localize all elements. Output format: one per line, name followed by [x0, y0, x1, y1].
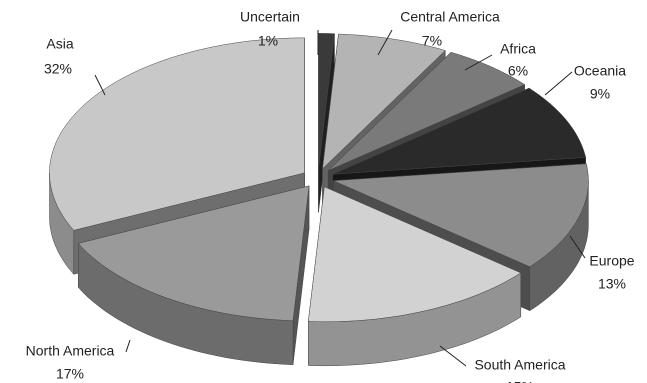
slice-label: Africa	[500, 41, 536, 57]
slice-label: Europe	[589, 253, 634, 269]
value-label: 9%	[590, 86, 610, 102]
leader-line	[125, 339, 131, 353]
slice	[332, 87, 587, 175]
value-label: 6%	[508, 63, 528, 79]
slice	[49, 37, 305, 231]
slice-label: North America	[26, 343, 115, 359]
value-label: 7%	[422, 33, 442, 49]
slice	[333, 163, 589, 267]
value-label: 15%	[506, 379, 534, 383]
slice	[328, 52, 526, 171]
value-label: 17%	[56, 366, 84, 382]
value-label: 32%	[44, 61, 72, 77]
value-label: 13%	[598, 276, 626, 292]
slice	[77, 185, 310, 321]
leader-line	[439, 345, 467, 367]
leader-line	[94, 74, 106, 96]
slice-label: Central America	[400, 9, 500, 25]
slice-label: South America	[474, 357, 565, 373]
slice-label: Uncertain	[240, 9, 300, 25]
leader-line	[377, 29, 393, 56]
slice-label: Oceania	[574, 63, 626, 79]
slice	[318, 33, 335, 169]
slice-label: Asia	[46, 36, 73, 52]
slice	[322, 33, 446, 170]
leader-line	[569, 235, 586, 259]
value-label: 1%	[258, 33, 278, 49]
leader-line	[544, 71, 573, 96]
leader-line	[464, 54, 493, 71]
slice	[308, 186, 522, 323]
